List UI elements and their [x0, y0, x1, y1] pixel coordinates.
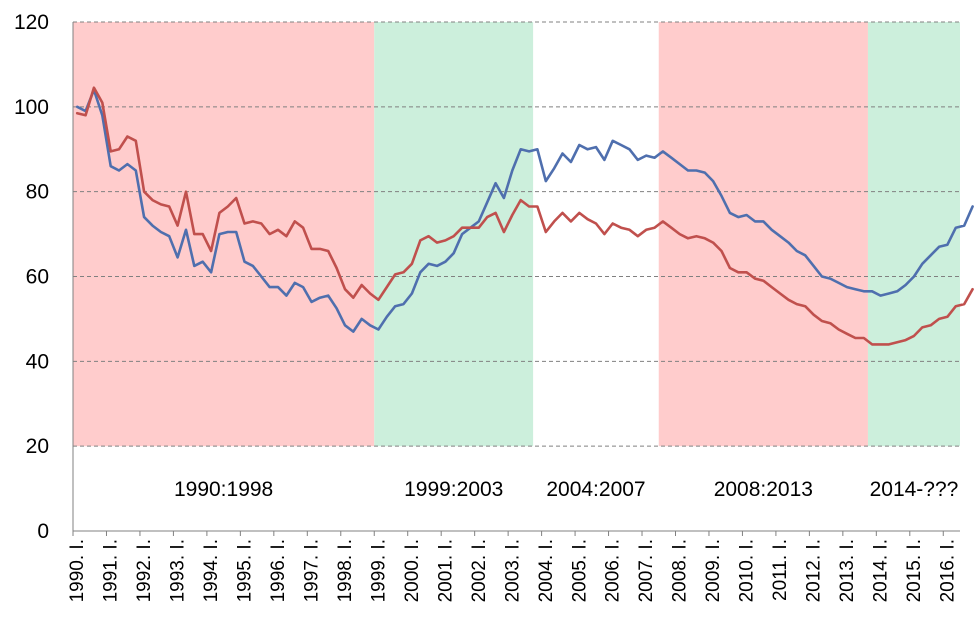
- x-tick-label: 1992. I.: [134, 539, 155, 602]
- gridlines: [73, 21, 960, 447]
- x-tick-label: 1994. I.: [201, 539, 222, 602]
- period-label-1: 1999:2003: [404, 478, 503, 501]
- x-tick-label: 2014. I.: [871, 539, 892, 602]
- y-tick-label: 120: [14, 11, 49, 34]
- x-tick-label: 2009. I.: [703, 539, 724, 602]
- x-tick-label: 2003. I.: [502, 539, 523, 602]
- x-tick-label: 2000. I.: [402, 539, 423, 602]
- period-band-2: [533, 22, 659, 447]
- axes: [72, 22, 960, 532]
- period-band-3: [658, 22, 868, 447]
- y-tick-label: 40: [26, 350, 49, 373]
- period-label-3: 2008:2013: [714, 478, 813, 501]
- period-label-4: 2014-???: [870, 478, 959, 501]
- x-tick-label: 2010. I.: [737, 539, 758, 602]
- y-tick-label: 100: [14, 96, 49, 119]
- y-tick-labels: 0 20 40 60 80 100 120: [14, 11, 49, 543]
- x-tick-label: 1991. I.: [101, 539, 122, 602]
- period-label-0: 1990:1998: [174, 478, 273, 501]
- series-line-2: [75, 86, 974, 346]
- x-tick-label: 2015. I.: [904, 539, 925, 602]
- x-tick-label: 1995. I.: [235, 539, 256, 602]
- y-tick-label: 60: [26, 266, 49, 289]
- y-tick-label: 80: [26, 181, 49, 204]
- x-tick-label: 1997. I.: [301, 539, 322, 602]
- x-tick-label: 2005. I.: [569, 539, 590, 602]
- x-tick-label: 2011. I.: [770, 539, 791, 601]
- x-tick-label: 1990. I.: [67, 539, 88, 602]
- series-line-1: [75, 88, 974, 333]
- x-tick-label: 2013. I.: [837, 539, 858, 602]
- y-tick-label: 20: [26, 435, 49, 458]
- x-tick-label: 1998. I.: [335, 539, 356, 602]
- period-labels: 1990:1998 1999:2003 2004:2007 2008:2013 2014…: [174, 478, 958, 501]
- x-tick-label: 2001. I.: [435, 539, 456, 602]
- period-band-4: [867, 22, 960, 447]
- x-tick-label: 2007. I.: [636, 539, 657, 602]
- x-tick-label: 1996. I.: [268, 539, 289, 602]
- y-tick-label: 0: [37, 520, 49, 543]
- period-bands: [73, 22, 960, 447]
- x-tick-label: 2012. I.: [804, 539, 825, 602]
- x-tick-label: 2008. I.: [670, 539, 691, 602]
- period-label-2: 2004:2007: [546, 478, 645, 501]
- x-tick-labels: 1990. I. 1991. I. 1992. I. 1993. I. 1994. I.…: [67, 531, 958, 602]
- x-tick-label: 2016. I.: [937, 539, 958, 602]
- x-tick-label: 2006. I.: [603, 539, 624, 602]
- x-tick-label: 2004. I.: [536, 539, 557, 602]
- x-tick-label: 1993. I.: [168, 539, 189, 602]
- x-tick-label: 2002. I.: [469, 539, 490, 602]
- data-series: [75, 86, 974, 346]
- x-tick-label: 1999. I.: [368, 539, 389, 602]
- period-band-1: [374, 22, 534, 447]
